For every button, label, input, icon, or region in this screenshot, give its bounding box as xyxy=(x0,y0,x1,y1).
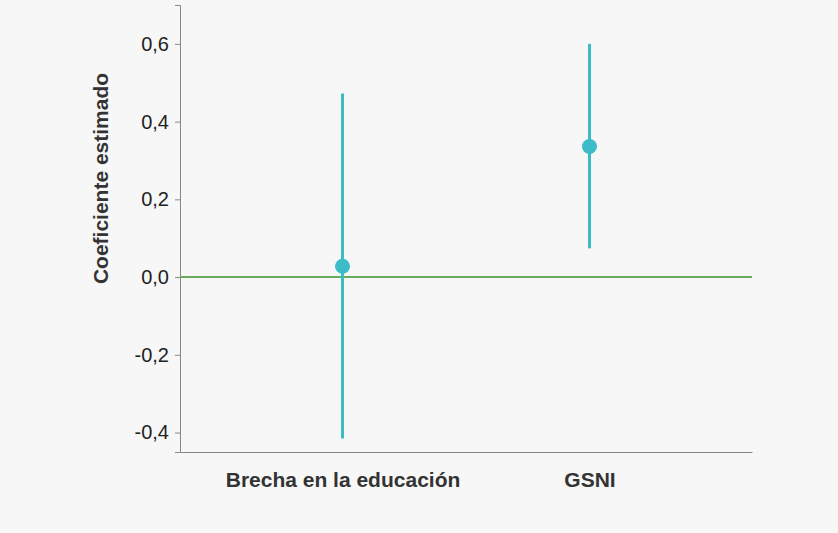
y-axis-title: Coeficiente estimado xyxy=(89,73,112,284)
y-tick: 0,4 xyxy=(141,111,180,133)
x-tick: GSNI xyxy=(564,452,615,491)
x-axis: Brecha en la educación GSNI xyxy=(181,452,753,491)
x-tick-label: GSNI xyxy=(564,468,615,491)
y-tick-mark xyxy=(175,199,180,200)
y-tick-label: 0,4 xyxy=(141,111,169,133)
y-tick-mark xyxy=(175,44,180,45)
y-tick-mark xyxy=(175,277,180,278)
point-estimate xyxy=(582,139,597,154)
y-tick-mark xyxy=(175,433,180,434)
y-tick-label: 0,2 xyxy=(141,188,169,210)
x-tick: Brecha en la educación xyxy=(226,452,461,491)
y-tick-label: -0,4 xyxy=(135,421,169,443)
point-estimate xyxy=(335,259,350,274)
y-tick: 0,0 xyxy=(141,266,180,288)
y-tick-mark xyxy=(175,122,180,123)
plot: -0,4 -0,2 0,0 0,2 0,4 0,6 Brecha en la educaci… xyxy=(135,6,753,491)
y-tick: -0,2 xyxy=(135,344,180,366)
y-axis: -0,4 -0,2 0,0 0,2 0,4 0,6 xyxy=(135,6,181,453)
y-tick-label: 0,0 xyxy=(141,266,169,288)
y-tick-label: -0,2 xyxy=(135,344,169,366)
y-tick: -0,4 xyxy=(135,421,180,443)
background xyxy=(0,0,838,533)
y-tick: 0,6 xyxy=(141,33,180,55)
y-tick-label: 0,6 xyxy=(141,33,169,55)
reference-line xyxy=(180,276,752,278)
y-axis-line xyxy=(175,6,181,453)
y-tick-mark xyxy=(175,355,180,356)
x-axis-line xyxy=(181,452,753,453)
chart: -0,4 -0,2 0,0 0,2 0,4 0,6 Brecha en la educaci… xyxy=(0,0,838,533)
y-tick: 0,2 xyxy=(141,188,180,210)
marks xyxy=(180,44,752,439)
x-tick-label: Brecha en la educación xyxy=(226,468,461,491)
